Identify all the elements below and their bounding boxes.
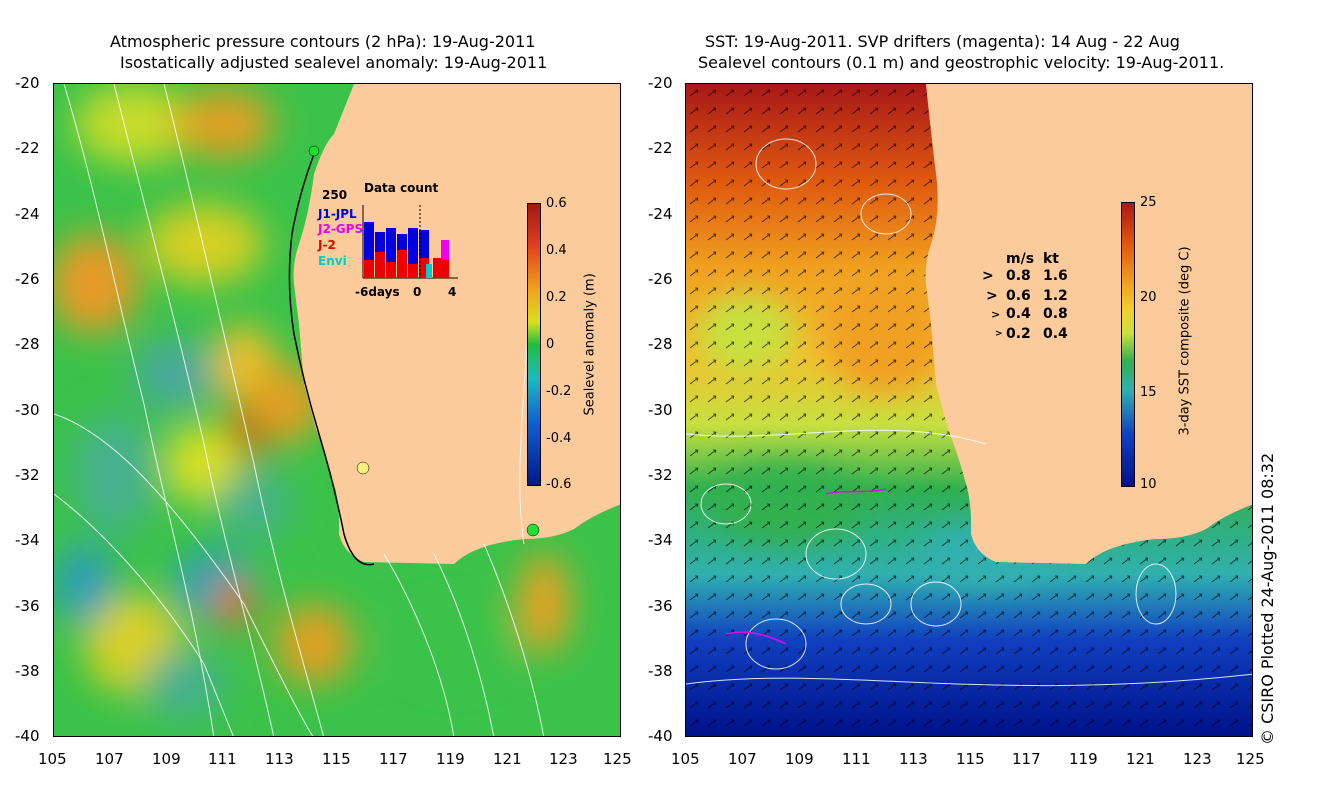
right-y-tick: -24 [648, 205, 673, 223]
left-cbar-tick: -0.2 [546, 384, 572, 399]
right-x-tick: 111 [842, 750, 871, 768]
australia-land [293, 84, 620, 564]
right-map [685, 83, 1253, 737]
right-x-tick: 113 [899, 750, 928, 768]
right-title-line1: SST: 19-Aug-2011. SVP drifters (magenta)… [705, 32, 1180, 51]
right-cbar-tick: 25 [1140, 195, 1157, 210]
right-x-tick: 115 [956, 750, 985, 768]
inset-x-label-start: -6days [355, 285, 400, 299]
australia-land [925, 84, 1252, 564]
legend-kt-value: 0.4 [1043, 326, 1068, 342]
inset-bars [362, 205, 458, 279]
left-y-tick: -28 [15, 335, 40, 353]
right-y-tick: -36 [648, 597, 673, 615]
left-cbar-tick: 0.4 [546, 243, 567, 258]
right-cbar-tick: 10 [1140, 477, 1157, 492]
left-y-tick: -30 [15, 401, 40, 419]
left-y-tick: -32 [15, 466, 40, 484]
inset-x-label-zero: 0 [413, 285, 422, 299]
legend-kt-value: 0.8 [1043, 306, 1068, 322]
right-x-tick: 109 [785, 750, 814, 768]
legend-kt-value: 1.2 [1043, 288, 1068, 304]
left-cbar-tick: 0.6 [546, 196, 567, 211]
left-map [53, 83, 621, 737]
left-y-tick: -38 [15, 662, 40, 680]
left-x-tick: 117 [379, 750, 408, 768]
right-x-tick: 105 [671, 750, 700, 768]
left-cbar-tick: -0.4 [546, 431, 572, 446]
left-cbar-tick: 0 [546, 337, 555, 352]
left-cbar-tick: -0.6 [546, 477, 572, 492]
legend-row: > [995, 329, 1003, 339]
left-x-tick: 115 [322, 750, 351, 768]
right-x-tick: 123 [1183, 750, 1212, 768]
left-x-tick: 121 [493, 750, 522, 768]
right-y-tick: -22 [648, 139, 673, 157]
left-y-tick: -24 [15, 205, 40, 223]
right-x-tick: 107 [728, 750, 757, 768]
right-y-tick: -26 [648, 270, 673, 288]
sealevel-anomaly-field [54, 84, 569, 719]
left-title-line1: Atmospheric pressure contours (2 hPa): 1… [110, 32, 536, 51]
copyright-notice: © CSIRO Plotted 24-Aug-2011 08:32 [1258, 452, 1277, 745]
right-cbar-tick: 20 [1140, 290, 1157, 305]
right-y-tick: -38 [648, 662, 673, 680]
legend-kt-value: 1.6 [1043, 268, 1068, 284]
left-title-line2: Isostatically adjusted sealevel anomaly:… [120, 53, 548, 72]
legend-ms-value: 0.6 [1006, 288, 1031, 304]
right-y-tick: -32 [648, 466, 673, 484]
right-y-tick: -28 [648, 335, 673, 353]
right-y-tick: -34 [648, 531, 673, 549]
left-x-tick: 105 [38, 750, 67, 768]
left-x-tick: 107 [95, 750, 124, 768]
left-y-tick: -36 [15, 597, 40, 615]
left-x-tick: 123 [549, 750, 578, 768]
right-x-tick: 117 [1012, 750, 1041, 768]
legend-ms-value: 0.4 [1006, 306, 1031, 322]
right-cbar-label: 3-day SST composite (deg C) [1177, 246, 1193, 436]
left-y-tick: -40 [15, 727, 40, 745]
left-x-tick: 109 [152, 750, 181, 768]
inset-mission-envi: Envi [318, 254, 347, 268]
right-cbar-tick: 15 [1140, 385, 1157, 400]
right-colorbar [1121, 202, 1135, 487]
left-y-tick: -20 [15, 74, 40, 92]
left-cbar-tick: 0.2 [546, 290, 567, 305]
legend-header-ms: m/s [1006, 251, 1035, 267]
inset-mission-j1: J1-JPL [318, 207, 357, 221]
legend-row: > [982, 268, 994, 284]
inset-mission-j2: J2-GPS [318, 222, 364, 236]
right-y-tick: -20 [648, 74, 673, 92]
right-y-tick: -30 [648, 401, 673, 419]
left-y-tick: -22 [15, 139, 40, 157]
inset-x-label-end: 4 [448, 285, 457, 299]
left-x-tick: 125 [603, 750, 632, 768]
legend-header-kt: kt [1043, 251, 1060, 267]
right-x-tick: 125 [1236, 750, 1265, 768]
right-y-tick: -40 [648, 727, 673, 745]
left-x-tick: 119 [436, 750, 465, 768]
left-y-tick: -34 [15, 531, 40, 549]
left-x-tick: 111 [208, 750, 237, 768]
legend-row: > [986, 288, 998, 304]
left-cbar-label: Sealevel anomaly (m) [582, 273, 598, 416]
left-colorbar [527, 203, 541, 486]
inset-title: Data count [364, 181, 439, 195]
right-title-line2: Sealevel contours (0.1 m) and geostrophi… [698, 53, 1225, 72]
sealevel-contours [686, 138, 1252, 687]
right-x-tick: 119 [1069, 750, 1098, 768]
legend-row: > [991, 308, 1001, 321]
inset-max-label: 250 [322, 188, 348, 202]
left-x-tick: 113 [265, 750, 294, 768]
inset-mission-jason2: J-2 [318, 238, 336, 252]
legend-ms-value: 0.2 [1006, 326, 1031, 342]
legend-ms-value: 0.8 [1006, 268, 1031, 284]
left-y-tick: -26 [15, 270, 40, 288]
right-x-tick: 121 [1126, 750, 1155, 768]
